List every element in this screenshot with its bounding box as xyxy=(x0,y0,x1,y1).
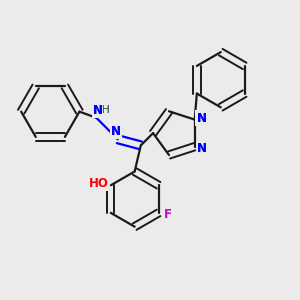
Text: HO: HO xyxy=(88,177,108,190)
Text: F: F xyxy=(164,208,172,221)
Text: N: N xyxy=(111,125,121,138)
Text: N: N xyxy=(93,103,103,117)
Text: H: H xyxy=(102,105,110,115)
Text: N: N xyxy=(111,125,121,138)
Text: N: N xyxy=(197,142,207,155)
Text: N: N xyxy=(197,142,207,155)
Text: HO: HO xyxy=(88,177,108,190)
Text: N: N xyxy=(111,125,121,138)
Text: H: H xyxy=(102,105,110,115)
Text: N: N xyxy=(196,112,206,124)
Text: F: F xyxy=(164,208,172,221)
Text: N: N xyxy=(196,112,206,124)
Text: N: N xyxy=(197,142,207,155)
Text: N: N xyxy=(196,112,206,124)
Text: N: N xyxy=(93,103,103,117)
Text: N: N xyxy=(93,103,103,117)
